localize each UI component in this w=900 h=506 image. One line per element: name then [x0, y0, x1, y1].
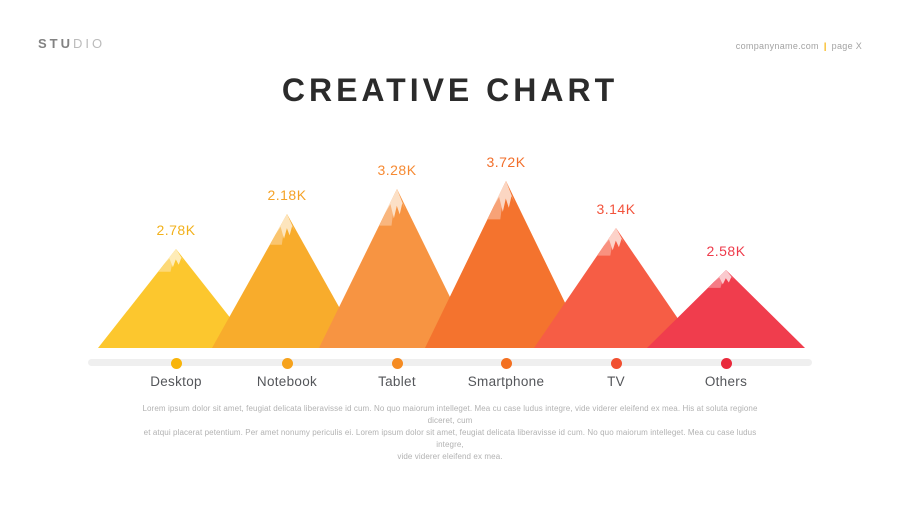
logo-text-light: DIO: [73, 36, 106, 51]
description-line: vide viderer eleifend ex mea.: [397, 452, 503, 461]
category-label-notebook: Notebook: [256, 374, 318, 389]
category-label-others: Others: [704, 374, 748, 389]
page-info: companyname.com | page X: [736, 41, 862, 51]
axis-dot-tv: [610, 357, 622, 369]
mountain-tv: [534, 228, 698, 348]
mountain-smartphone: [425, 181, 587, 348]
snow-cap-desktop: [163, 249, 185, 268]
description-line: Lorem ipsum dolor sit amet, feugiat deli…: [142, 404, 758, 425]
axis-dot-notebook: [281, 357, 293, 369]
category-label-tablet: Tablet: [378, 374, 416, 389]
snow-cap-smartphone: [493, 181, 515, 212]
mountain-desktop: [98, 249, 254, 348]
logo-text-bold: STU: [38, 36, 73, 51]
company-name: companyname.com: [735, 41, 819, 51]
value-label-notebook: 2.18K: [267, 187, 307, 203]
mountain-notebook: [212, 214, 362, 348]
page-number: page X: [831, 41, 862, 51]
value-label-smartphone: 3.72K: [486, 154, 526, 170]
mountain-others: [647, 270, 805, 348]
value-label-others: 2.58K: [706, 243, 746, 259]
value-label-tv: 3.14K: [596, 201, 636, 217]
snow-cap-tablet: [384, 189, 406, 219]
logo: STUDIO: [38, 36, 105, 51]
axis-dot-tablet: [391, 357, 403, 369]
category-label-desktop: Desktop: [150, 374, 202, 389]
description-text: Lorem ipsum dolor sit amet, feugiat deli…: [140, 403, 760, 463]
snow-cap-tv: [603, 228, 625, 251]
page-separator: |: [823, 41, 827, 51]
value-label-desktop: 2.78K: [156, 222, 196, 238]
value-label-tablet: 3.28K: [377, 162, 417, 178]
snow-cap-others: [713, 270, 735, 285]
snow-cap-notebook: [275, 214, 295, 239]
mountain-tablet: [319, 189, 475, 348]
category-label-smartphone: Smartphone: [467, 374, 545, 389]
slide-title: CREATIVE CHART: [281, 72, 619, 108]
axis-dot-smartphone: [500, 357, 512, 369]
category-label-tv: TV: [607, 374, 625, 389]
description-line: et atqui placerat petentium. Per amet no…: [143, 428, 757, 449]
axis-dot-desktop: [170, 357, 182, 369]
axis-dot-others: [720, 357, 732, 369]
baseline-bar: [88, 359, 812, 366]
mountain-ridge-tablet: [379, 191, 396, 226]
